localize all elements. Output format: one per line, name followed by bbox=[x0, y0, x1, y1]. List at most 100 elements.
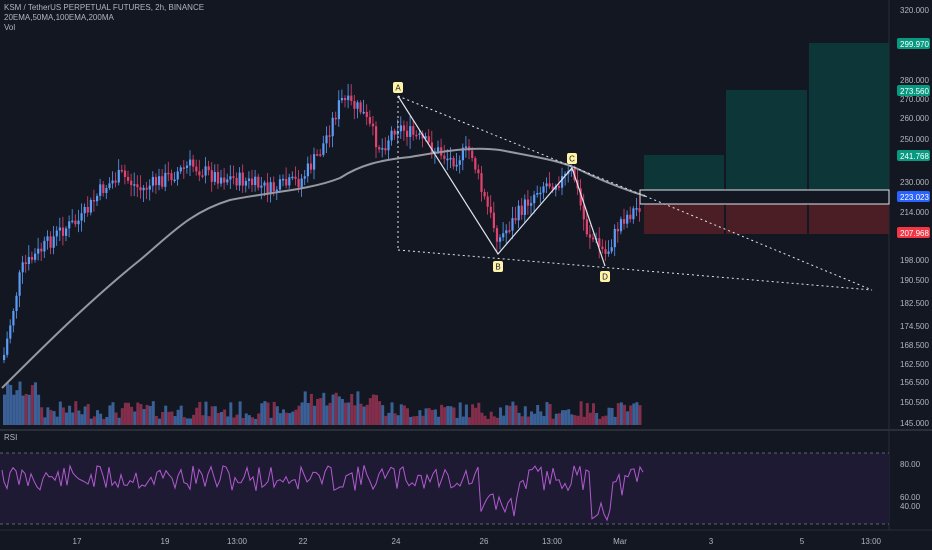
candle-body[interactable] bbox=[334, 117, 337, 120]
candle-body[interactable] bbox=[437, 147, 440, 152]
candle-body[interactable] bbox=[474, 158, 477, 170]
candle-body[interactable] bbox=[189, 159, 192, 166]
candle-body[interactable] bbox=[638, 208, 641, 212]
candle-body[interactable] bbox=[412, 126, 415, 135]
candle-body[interactable] bbox=[430, 142, 433, 153]
price-badge[interactable] bbox=[897, 191, 930, 202]
candle-body[interactable] bbox=[226, 179, 229, 183]
candle-body[interactable] bbox=[548, 183, 551, 187]
pattern-lower-trend[interactable] bbox=[397, 249, 873, 291]
candle-body[interactable] bbox=[102, 184, 105, 193]
candle-body[interactable] bbox=[514, 218, 517, 221]
candle-body[interactable] bbox=[551, 186, 554, 190]
point-d-label[interactable]: D bbox=[600, 271, 610, 282]
candle-body[interactable] bbox=[232, 176, 235, 178]
candle-body[interactable] bbox=[105, 188, 108, 193]
candle-body[interactable] bbox=[613, 228, 616, 248]
candle-body[interactable] bbox=[52, 236, 55, 248]
candle-body[interactable] bbox=[387, 140, 390, 151]
candle-body[interactable] bbox=[477, 169, 480, 174]
candle-body[interactable] bbox=[24, 262, 27, 265]
candle-body[interactable] bbox=[424, 136, 427, 139]
candle-body[interactable] bbox=[616, 228, 619, 232]
candle-body[interactable] bbox=[170, 173, 173, 181]
candle-body[interactable] bbox=[139, 187, 142, 191]
candle-body[interactable] bbox=[505, 230, 508, 234]
candle-body[interactable] bbox=[123, 170, 127, 177]
candle-body[interactable] bbox=[108, 183, 111, 189]
candle-body[interactable] bbox=[260, 185, 263, 188]
candle-body[interactable] bbox=[167, 172, 170, 175]
candle-body[interactable] bbox=[300, 178, 303, 188]
candle-body[interactable] bbox=[192, 159, 195, 167]
candle-body[interactable] bbox=[220, 177, 223, 184]
candle-body[interactable] bbox=[263, 182, 266, 186]
candle-body[interactable] bbox=[43, 240, 46, 252]
candle-body[interactable] bbox=[154, 176, 158, 186]
candle-body[interactable] bbox=[542, 186, 545, 193]
candle-body[interactable] bbox=[30, 256, 34, 260]
candle-body[interactable] bbox=[523, 199, 526, 215]
candle-body[interactable] bbox=[480, 173, 483, 192]
volume-layer[interactable] bbox=[3, 381, 642, 425]
candle-body[interactable] bbox=[18, 272, 21, 296]
candle-body[interactable] bbox=[483, 191, 486, 197]
candle-body[interactable] bbox=[592, 237, 595, 240]
candle-body[interactable] bbox=[536, 193, 539, 195]
candle-body[interactable] bbox=[564, 173, 567, 176]
candle-body[interactable] bbox=[406, 130, 409, 137]
candle-body[interactable] bbox=[582, 205, 585, 220]
candle-body[interactable] bbox=[322, 143, 325, 155]
candle-body[interactable] bbox=[114, 180, 117, 183]
candle-body[interactable] bbox=[269, 182, 272, 195]
candle-body[interactable] bbox=[511, 218, 514, 231]
candle-body[interactable] bbox=[409, 126, 412, 137]
candle-body[interactable] bbox=[229, 176, 232, 180]
candle-body[interactable] bbox=[495, 228, 499, 242]
candle-body[interactable] bbox=[517, 205, 520, 221]
symbol-title[interactable]: KSM / TetherUS PERPETUAL FUTURES, 2h, BI… bbox=[4, 3, 205, 12]
candle-body[interactable] bbox=[291, 176, 294, 179]
candle-body[interactable] bbox=[449, 157, 452, 160]
candle-body[interactable] bbox=[313, 154, 316, 170]
candle-body[interactable] bbox=[61, 227, 65, 236]
candle-body[interactable] bbox=[288, 177, 291, 186]
candle-body[interactable] bbox=[316, 154, 319, 156]
candle-body[interactable] bbox=[182, 167, 185, 169]
candle-body[interactable] bbox=[557, 185, 561, 188]
candle-body[interactable] bbox=[415, 134, 418, 137]
candle-body[interactable] bbox=[604, 249, 607, 254]
price-badge[interactable] bbox=[897, 227, 930, 238]
target-zone-1[interactable] bbox=[644, 155, 724, 190]
rsi-axis[interactable]: 80.00 60.00 40.00 bbox=[900, 460, 921, 511]
candle-body[interactable] bbox=[607, 251, 610, 254]
candle-body[interactable] bbox=[520, 205, 523, 215]
candle-body[interactable] bbox=[508, 230, 511, 232]
position-zones[interactable] bbox=[639, 43, 890, 234]
candle-body[interactable] bbox=[486, 196, 489, 207]
candle-body[interactable] bbox=[427, 136, 430, 143]
candle-body[interactable] bbox=[142, 187, 145, 191]
candle-body[interactable] bbox=[173, 179, 176, 182]
candle-body[interactable] bbox=[340, 97, 344, 101]
candle-body[interactable] bbox=[207, 166, 210, 171]
candle-body[interactable] bbox=[21, 262, 24, 273]
candle-body[interactable] bbox=[120, 169, 123, 172]
candle-body[interactable] bbox=[344, 97, 347, 101]
candle-body[interactable] bbox=[86, 206, 89, 213]
candle-body[interactable] bbox=[198, 171, 201, 176]
candle-body[interactable] bbox=[337, 100, 340, 120]
entry-zone[interactable] bbox=[639, 189, 890, 205]
candle-body[interactable] bbox=[266, 182, 269, 195]
candle-body[interactable] bbox=[601, 246, 604, 250]
indicator-list[interactable]: 20EMA,50MA,100EMA,200MA bbox=[4, 13, 114, 22]
candle-body[interactable] bbox=[297, 178, 300, 188]
candle-body[interactable] bbox=[489, 206, 492, 213]
candle-body[interactable] bbox=[151, 176, 154, 186]
candle-body[interactable] bbox=[585, 219, 588, 235]
pattern-upper-extension[interactable] bbox=[644, 195, 873, 291]
candle-body[interactable] bbox=[235, 177, 238, 186]
candle-body[interactable] bbox=[213, 172, 216, 182]
candle-body[interactable] bbox=[418, 133, 421, 135]
